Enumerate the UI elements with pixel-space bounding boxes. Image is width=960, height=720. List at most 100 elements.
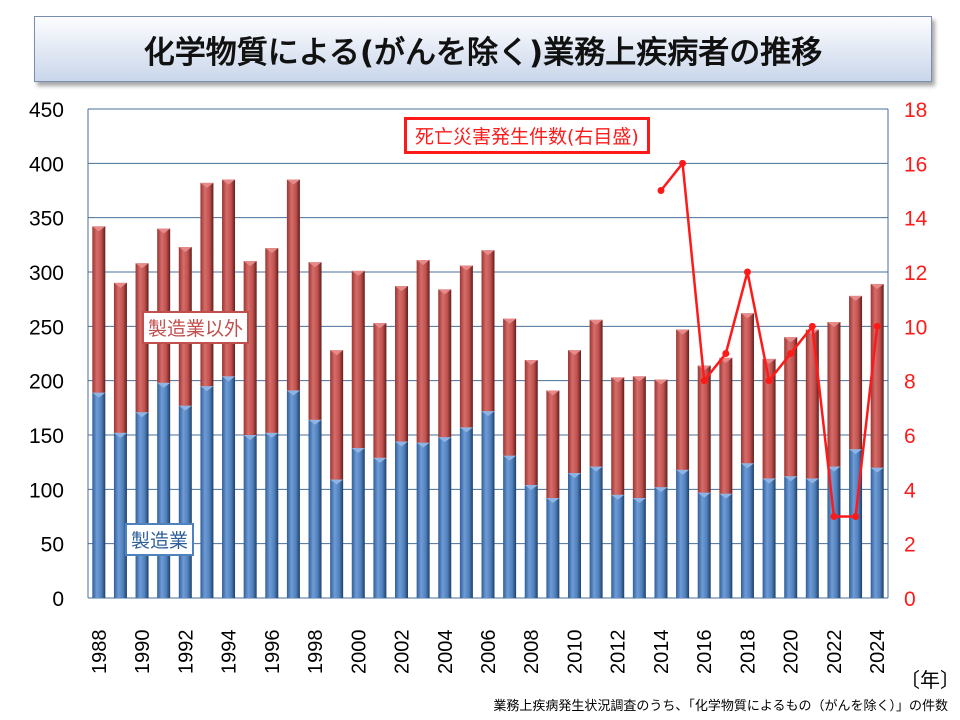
x-tick-label: 1996 bbox=[262, 630, 284, 675]
bar-non-manufacturing bbox=[805, 329, 819, 479]
x-tick-label: 2012 bbox=[608, 630, 630, 675]
y2-tick-label: 12 bbox=[904, 262, 927, 285]
bar-non-manufacturing bbox=[265, 248, 279, 433]
deaths-point bbox=[722, 350, 730, 357]
bar-manufacturing bbox=[481, 411, 495, 598]
x-tick-label: 1994 bbox=[219, 630, 241, 675]
deaths-point bbox=[657, 187, 665, 194]
y-tick-label: 0 bbox=[52, 588, 64, 611]
bar-cap-manufacturing bbox=[243, 435, 257, 440]
bar-non-manufacturing bbox=[654, 379, 668, 488]
bar-cap-non-manufacturing bbox=[265, 248, 279, 254]
bar-cap-non-manufacturing bbox=[697, 365, 711, 371]
bar-cap-manufacturing bbox=[567, 473, 581, 479]
bar-cap-manufacturing bbox=[503, 455, 517, 461]
footnote: 業務上疾病発生状況調査のうち、「化学物質によるもの（がんを除く）」の件数 bbox=[493, 699, 948, 714]
bar-manufacturing bbox=[719, 493, 733, 598]
bar-cap-non-manufacturing bbox=[632, 376, 646, 382]
y2-tick-label: 2 bbox=[904, 534, 916, 557]
bar-cap-manufacturing bbox=[135, 412, 149, 418]
bar-non-manufacturing bbox=[784, 337, 798, 477]
bar-cap-manufacturing bbox=[740, 463, 754, 469]
bar-cap-non-manufacturing bbox=[870, 283, 884, 289]
bar-cap-non-manufacturing bbox=[330, 350, 344, 356]
bar-cap-non-manufacturing bbox=[589, 319, 603, 325]
bar-non-manufacturing bbox=[697, 365, 711, 493]
bar-cap-non-manufacturing bbox=[740, 313, 754, 319]
bar-manufacturing bbox=[330, 479, 344, 598]
y2-tick-label: 8 bbox=[904, 371, 916, 394]
label-manufacturing: 製造業 bbox=[125, 523, 195, 556]
bar-non-manufacturing bbox=[438, 289, 452, 438]
y-tick-label: 350 bbox=[29, 208, 64, 231]
deaths-point bbox=[743, 268, 751, 276]
x-tick-label: 2024 bbox=[867, 630, 889, 675]
y-tick-label: 150 bbox=[29, 425, 64, 448]
bar-non-manufacturing bbox=[827, 321, 841, 467]
bar-cap-non-manufacturing bbox=[395, 286, 409, 292]
bar-cap-manufacturing bbox=[697, 492, 711, 498]
bar-cap-manufacturing bbox=[308, 419, 322, 425]
bar-manufacturing bbox=[654, 487, 668, 598]
bar-non-manufacturing bbox=[373, 323, 387, 458]
bar-cap-non-manufacturing bbox=[784, 337, 798, 343]
bar-cap-manufacturing bbox=[459, 427, 473, 433]
y2-tick-label: 10 bbox=[904, 316, 927, 339]
bar-cap-non-manufacturing bbox=[308, 262, 322, 268]
bar-cap-non-manufacturing bbox=[157, 228, 171, 234]
y-tick-label: 250 bbox=[29, 316, 64, 339]
bar-manufacturing bbox=[373, 457, 387, 598]
x-tick-label: 2006 bbox=[478, 630, 500, 675]
bar-non-manufacturing bbox=[676, 329, 690, 470]
bar-manufacturing bbox=[503, 455, 517, 598]
x-tick-label: 2000 bbox=[348, 630, 370, 675]
chart-title: 化学物質による(がんを除く)業務上疾病者の推移 bbox=[34, 16, 932, 82]
bar-manufacturing bbox=[524, 484, 538, 598]
bar-manufacturing bbox=[589, 466, 603, 598]
bar-cap-manufacturing bbox=[827, 466, 841, 472]
bar-cap-non-manufacturing bbox=[222, 179, 236, 185]
bar-cap-non-manufacturing bbox=[438, 289, 452, 295]
x-tick-label: 2004 bbox=[435, 630, 457, 675]
bar-manufacturing bbox=[459, 427, 473, 598]
deaths-point bbox=[765, 377, 773, 385]
bar-non-manufacturing bbox=[243, 261, 257, 435]
bar-cap-manufacturing bbox=[849, 449, 863, 455]
bar-cap-non-manufacturing bbox=[113, 282, 127, 288]
bar-cap-manufacturing bbox=[654, 487, 668, 493]
bar-manufacturing bbox=[265, 432, 279, 598]
x-tick-label: 1992 bbox=[175, 630, 197, 675]
bar-non-manufacturing bbox=[849, 295, 863, 450]
bar-cap-non-manufacturing bbox=[481, 250, 495, 256]
bar-manufacturing bbox=[567, 473, 581, 598]
y2-tick-label: 18 bbox=[904, 99, 927, 122]
bar-cap-manufacturing bbox=[762, 478, 776, 484]
label-deaths: 死亡災害発生件数(右目盛) bbox=[404, 117, 650, 154]
bar-cap-manufacturing bbox=[524, 484, 538, 490]
x-tick-label: 1990 bbox=[132, 630, 154, 675]
x-tick-label: 2002 bbox=[392, 630, 414, 675]
bar-manufacturing bbox=[286, 390, 300, 598]
bar-cap-non-manufacturing bbox=[178, 247, 192, 253]
bar-non-manufacturing bbox=[330, 350, 344, 480]
bar-cap-manufacturing bbox=[373, 457, 387, 463]
bar-cap-manufacturing bbox=[589, 466, 603, 472]
bar-manufacturing bbox=[870, 467, 884, 598]
bar-manufacturing bbox=[351, 448, 365, 598]
y-tick-label: 100 bbox=[29, 479, 64, 502]
bar-non-manufacturing bbox=[546, 390, 560, 499]
bar-cap-manufacturing bbox=[351, 448, 365, 454]
bar-non-manufacturing bbox=[395, 286, 409, 442]
bar-cap-manufacturing bbox=[438, 437, 452, 443]
bar-cap-manufacturing bbox=[265, 432, 279, 438]
bar-cap-non-manufacturing bbox=[611, 377, 625, 383]
bar-cap-manufacturing bbox=[395, 441, 409, 447]
bar-cap-non-manufacturing bbox=[243, 261, 257, 267]
y-tick-label: 50 bbox=[41, 534, 64, 557]
y2-tick-label: 0 bbox=[904, 588, 916, 611]
bar-cap-manufacturing bbox=[113, 432, 127, 438]
x-tick-label: 2020 bbox=[781, 630, 803, 675]
bar-non-manufacturing bbox=[719, 357, 733, 494]
y-tick-label: 200 bbox=[29, 371, 64, 394]
bar-manufacturing bbox=[222, 376, 236, 598]
